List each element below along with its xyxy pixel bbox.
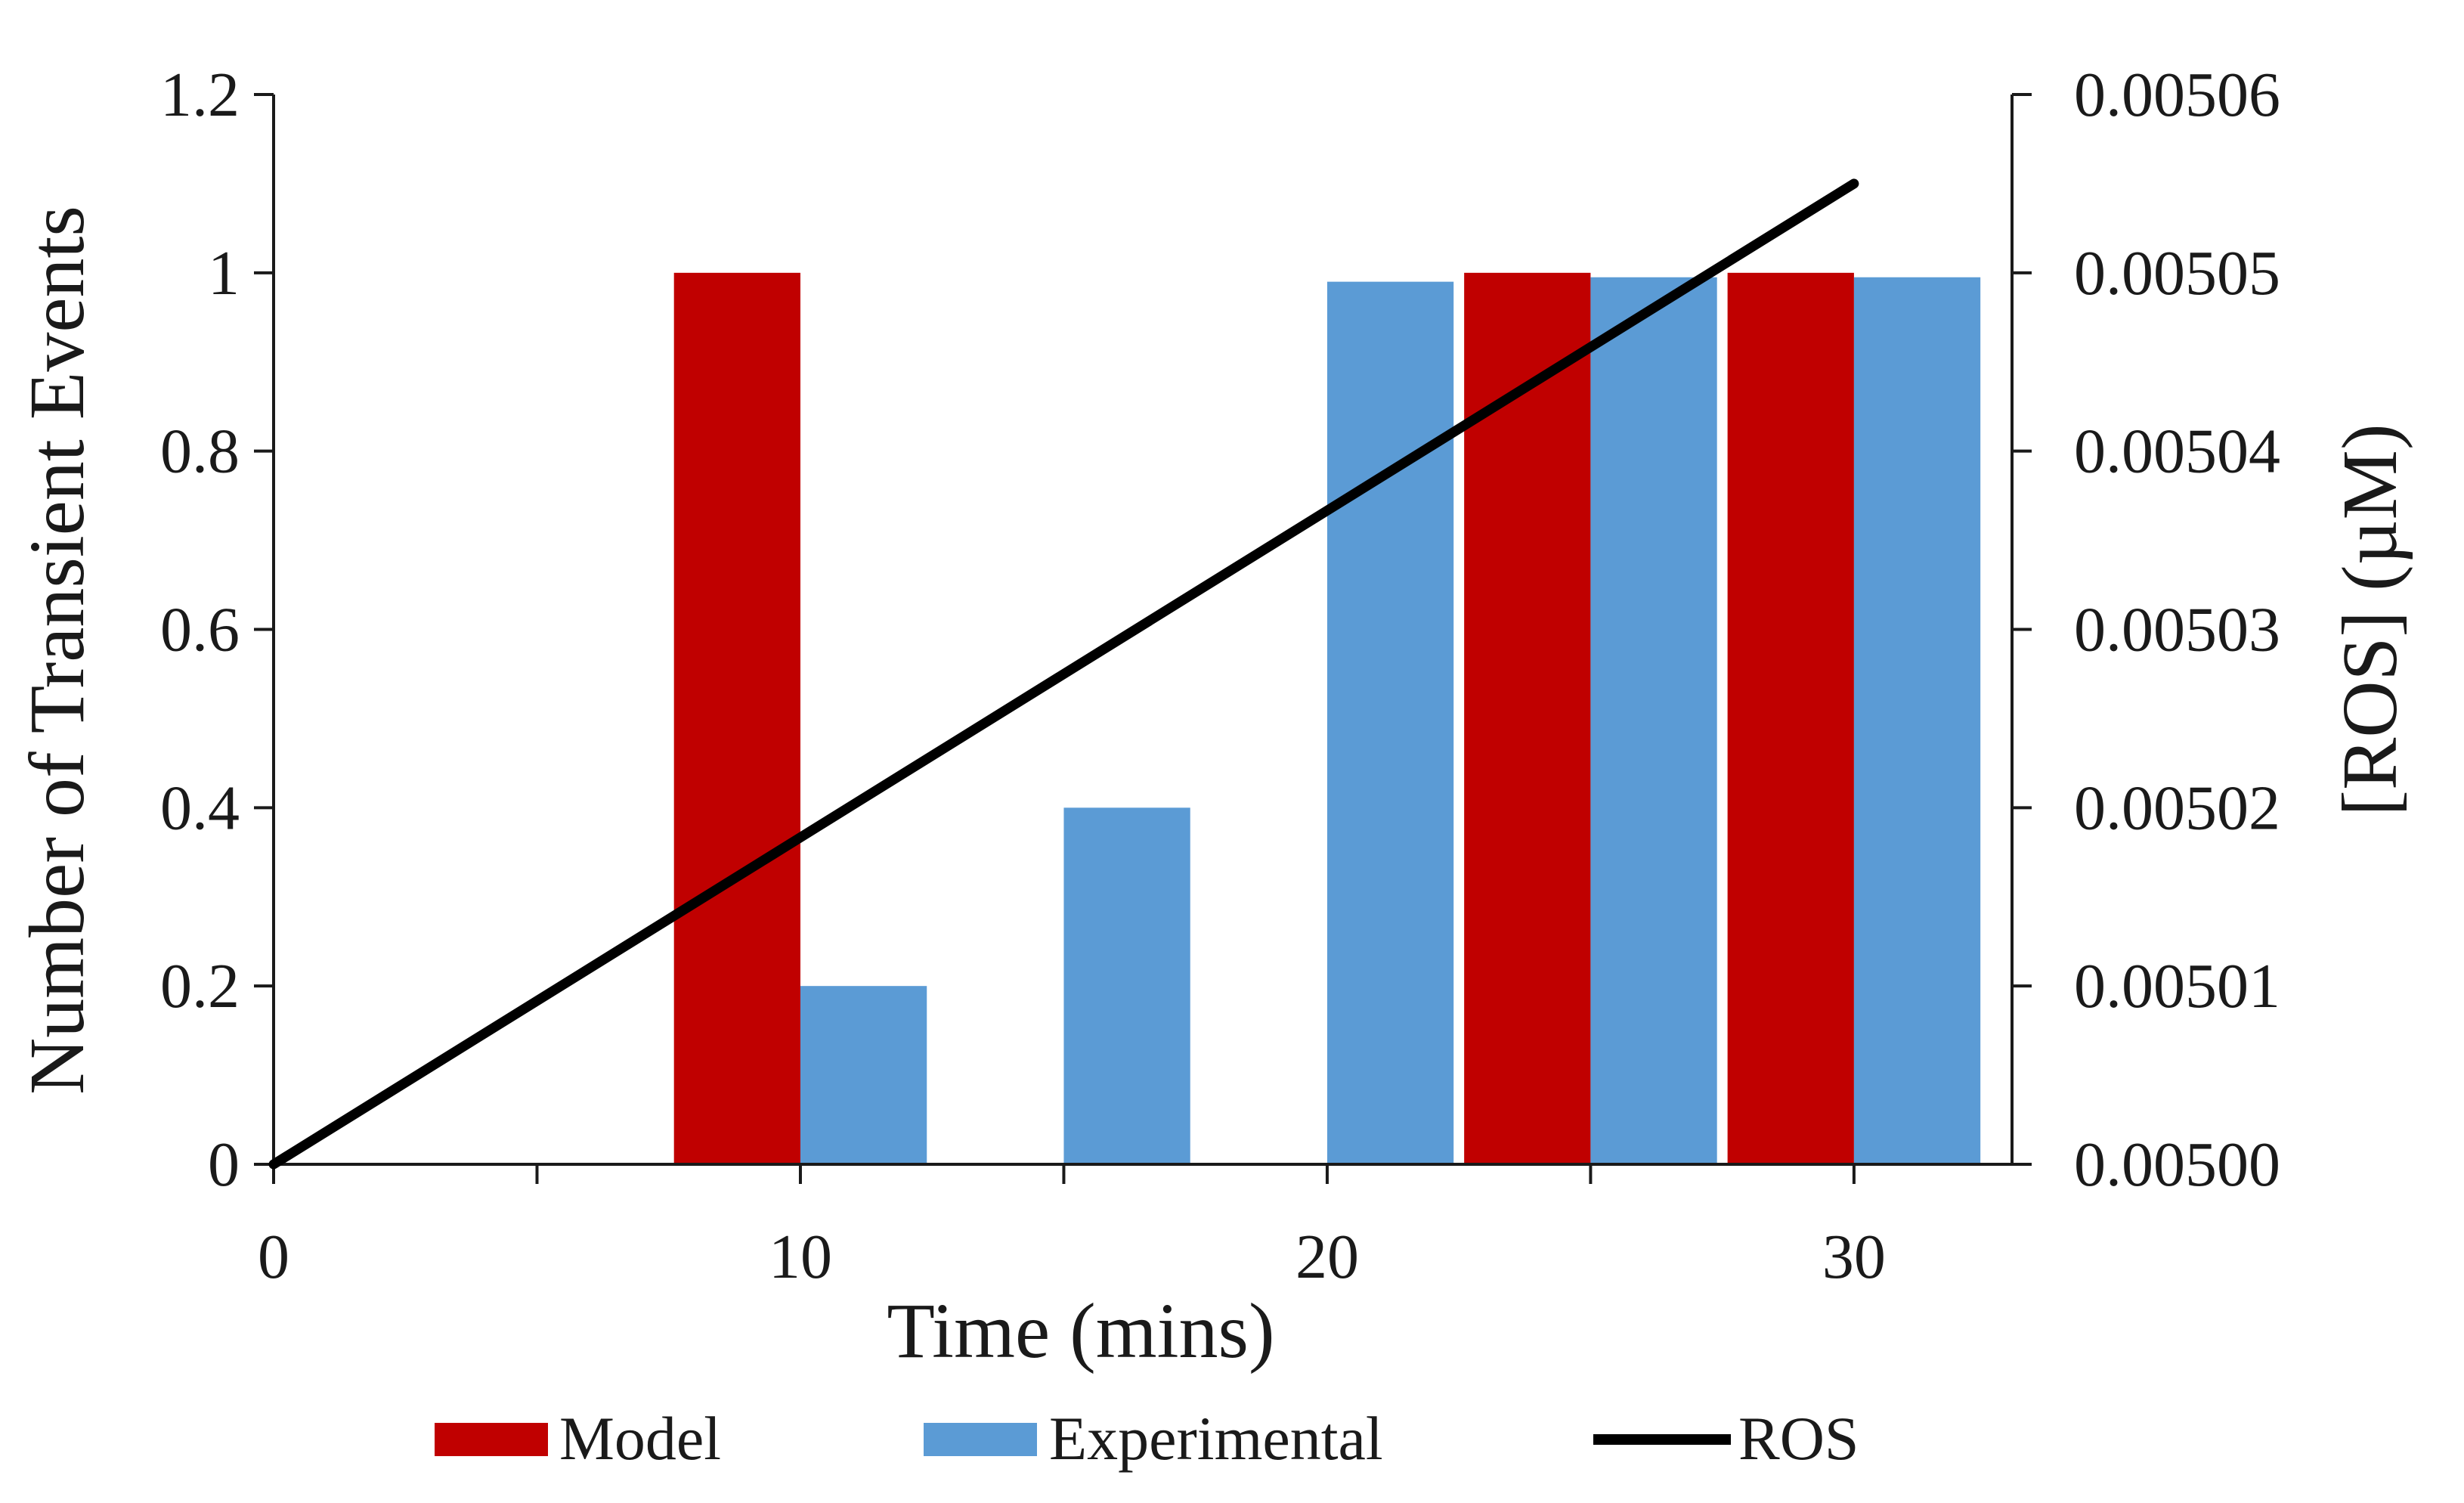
y-tick-label: 1 [208,238,240,308]
y2-tick-label: 0.00504 [2074,417,2280,487]
bar-experimental-1 [1063,807,1190,1164]
line-group [268,178,1859,1170]
legend-swatch-model [435,1423,548,1456]
y2-tick-label: 0.00505 [2074,238,2280,308]
axes [254,93,2032,1184]
x-tick-label: 30 [1822,1222,1886,1292]
x-tick-label: 20 [1295,1222,1359,1292]
x-tick-label: 10 [769,1222,832,1292]
y2-tick-label: 0.00506 [2074,60,2280,130]
y-tick-label: 0 [208,1130,240,1200]
bar-group [673,272,1981,1165]
bar-experimental-2 [1326,281,1454,1164]
y-tick-label: 1.2 [160,60,240,130]
bar-experimental-3 [1590,277,1717,1165]
tick-labels: 0 0.2 0.4 0.6 0.8 1 1.2 0.00500 0.00501 0.00502 0.… [160,60,2280,1292]
x-tick-label: 0 [258,1222,289,1292]
legend: Model Experimental ROS [435,1404,1859,1473]
x-axis-title: Time (mins) [887,1288,1274,1374]
bar-model-2 [1727,272,1854,1164]
bar-experimental-0 [800,986,927,1164]
bar-experimental-4 [1853,277,1981,1165]
bar-model-1 [1464,272,1591,1164]
series-line-ros [268,178,1859,1170]
y2-tick-label: 0.00501 [2074,951,2280,1021]
legend-swatch-experimental [924,1423,1037,1456]
legend-label-ros: ROS [1738,1404,1859,1473]
y-tick-label: 0.8 [160,417,240,487]
legend-label-experimental: Experimental [1049,1404,1383,1473]
y-tick-label: 0.4 [160,773,240,843]
y2-axis-title: [ROS] (µM) [2326,423,2413,816]
y2-tick-label: 0.00503 [2074,595,2280,665]
y2-tick-label: 0.00500 [2074,1130,2280,1200]
y-tick-label: 0.6 [160,595,240,665]
y-axis-title: Number of Transient Events [14,206,101,1095]
legend-label-model: Model [559,1404,721,1473]
y-tick-label: 0.2 [160,951,240,1021]
bar-model-0 [673,272,800,1164]
y2-tick-label: 0.00502 [2074,773,2280,843]
